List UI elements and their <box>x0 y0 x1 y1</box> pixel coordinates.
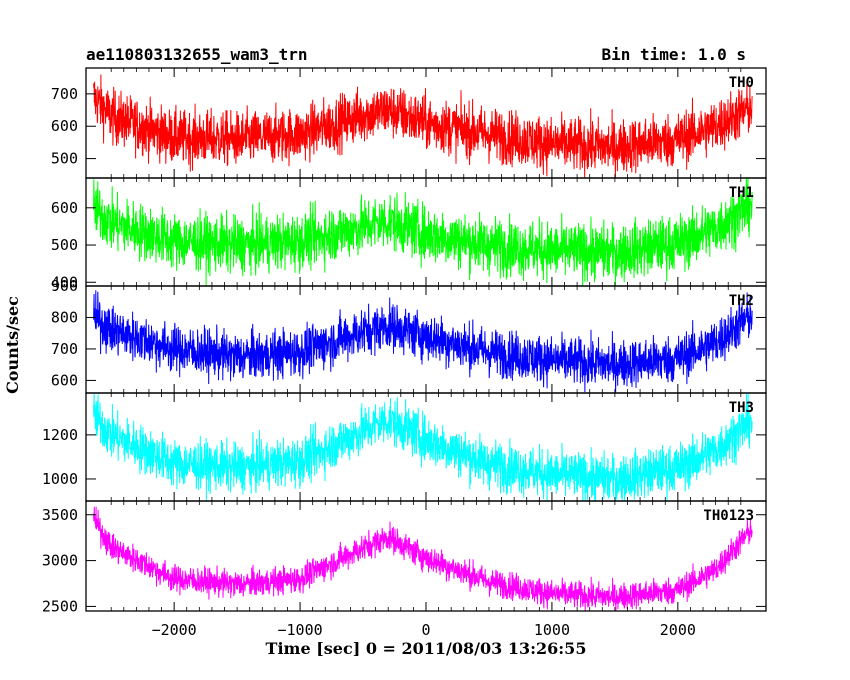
y-tick-label: 3000 <box>42 552 78 570</box>
series-line-th0 <box>94 75 753 184</box>
y-tick-label: 2500 <box>42 597 78 615</box>
y-tick-label: 600 <box>51 117 78 135</box>
panel-label-th2: TH2 <box>729 293 754 309</box>
series-line-th1 <box>94 170 753 288</box>
y-tick-label: 900 <box>51 277 78 295</box>
x-tick-label: 1000 <box>534 621 570 639</box>
x-tick-label: −2000 <box>152 621 197 639</box>
series-line-th3 <box>94 391 753 508</box>
panel-label-th0: TH0 <box>729 75 754 91</box>
y-axis-label: Counts/sec <box>3 296 22 394</box>
y-tick-label: 800 <box>51 308 78 326</box>
y-tick-label: 1200 <box>42 426 78 444</box>
y-tick-label: 500 <box>51 236 78 254</box>
series-line-th0123 <box>94 507 753 616</box>
y-tick-label: 500 <box>51 150 78 168</box>
series-line-th2 <box>94 290 753 396</box>
chart-title: ae110803132655_wam3_trn <box>86 45 308 64</box>
panels-group: 500600700TH0400500600TH1600700800900TH21… <box>42 68 766 639</box>
y-tick-label: 3500 <box>42 506 78 524</box>
y-tick-label: 1000 <box>42 470 78 488</box>
x-axis-label: Time [sec] 0 = 2011/08/03 13:26:55 <box>266 639 587 658</box>
x-tick-label: 2000 <box>660 621 696 639</box>
y-tick-label: 700 <box>51 340 78 358</box>
panel-label-th1: TH1 <box>729 185 754 201</box>
y-tick-label: 600 <box>51 371 78 389</box>
x-tick-label: −1000 <box>277 621 322 639</box>
y-tick-label: 700 <box>51 85 78 103</box>
x-tick-label: 0 <box>421 621 430 639</box>
y-tick-label: 600 <box>51 199 78 217</box>
panel-label-th0123: TH0123 <box>703 508 754 524</box>
bin-time-label: Bin time: 1.0 s <box>602 45 747 64</box>
panel-label-th3: TH3 <box>729 400 754 416</box>
